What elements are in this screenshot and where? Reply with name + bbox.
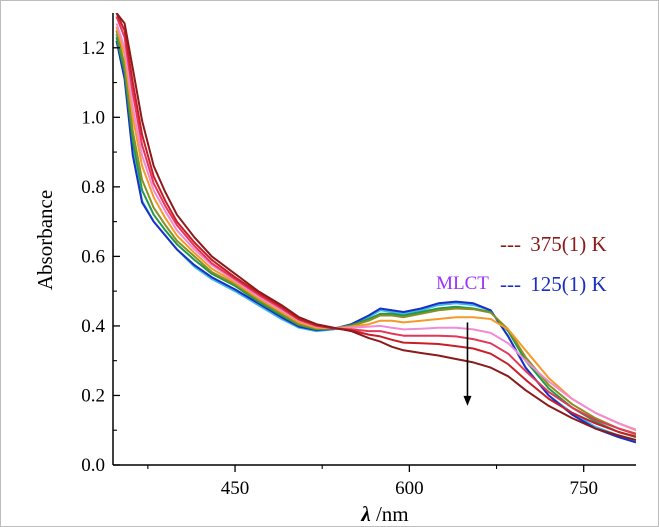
y-axis-title: Absorbance [33, 190, 57, 290]
series-line-2 [115, 37, 636, 439]
x-tick-label: 600 [395, 478, 424, 499]
y-tick-label: 0.0 [81, 455, 105, 476]
legend-marker: --- [500, 232, 521, 256]
series-line-8 [115, 13, 636, 441]
y-tick-label: 0.8 [81, 177, 105, 198]
legend-label: 375(1) K [530, 232, 606, 256]
y-tick-label: 0.4 [81, 316, 105, 337]
tick-labels: 0.0 0.2 0.4 0.6 0.8 1.0 1.2 450 600 750 [81, 38, 598, 499]
series-line-5 [115, 23, 636, 431]
x-tick-label: 450 [221, 478, 250, 499]
legend-entry-125k: --- 125(1) K [500, 272, 607, 296]
mlct-arrowhead [463, 395, 472, 406]
y-tick-label: 0.2 [81, 385, 105, 406]
series-line-3 [115, 30, 636, 436]
x-tick-label: 750 [569, 478, 598, 499]
x-axis-unit: /nm [371, 502, 409, 526]
series-line-1 [115, 40, 636, 444]
x-axis-symbol: λ [360, 502, 370, 526]
x-axis-title: λ /nm [360, 502, 408, 526]
legend: --- 375(1) K --- 125(1) K [500, 232, 607, 296]
y-tick-label: 1.2 [81, 38, 105, 59]
series-line-6 [115, 16, 636, 435]
legend-entry-375k: --- 375(1) K [500, 232, 607, 256]
series-line-7 [115, 13, 636, 438]
y-tick-label: 0.6 [81, 246, 105, 267]
mlct-annotation: MLCT [436, 273, 489, 406]
mlct-label: MLCT [436, 273, 489, 294]
legend-marker: --- [500, 272, 521, 296]
y-tick-label: 1.0 [81, 107, 105, 128]
series-layer [115, 13, 636, 444]
axes [112, 13, 636, 472]
legend-label: 125(1) K [530, 272, 606, 296]
series-line-4 [115, 26, 636, 432]
